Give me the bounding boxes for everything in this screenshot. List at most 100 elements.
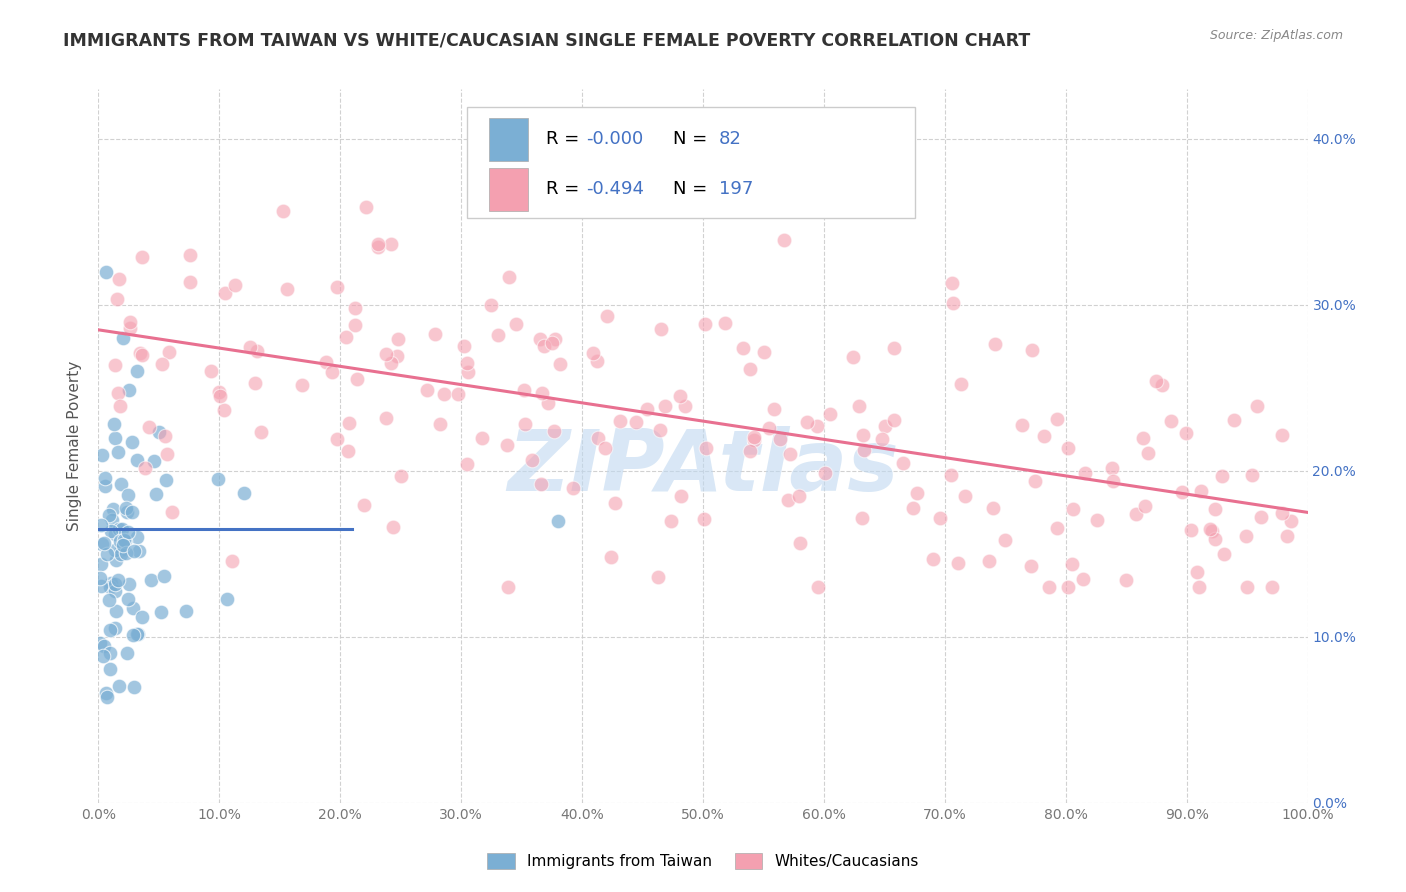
Point [353, 498, 375, 512]
Text: Source: ZipAtlas.com: Source: ZipAtlas.com [1209, 29, 1343, 42]
Point [94, 471, 117, 485]
Point [624, 415, 647, 429]
Point [143, 454, 166, 468]
Point [127, 627, 149, 641]
Point [841, 350, 863, 364]
Point [93, 640, 115, 654]
Point [796, 415, 818, 429]
Point [1062, 557, 1084, 571]
Point [115, 506, 138, 520]
Point [586, 353, 609, 368]
Point [215, 591, 238, 606]
Point [873, 418, 896, 433]
Point [779, 447, 801, 461]
Point [127, 530, 149, 544]
Point [124, 680, 146, 694]
Text: R =: R = [546, 130, 585, 148]
Text: R =: R = [546, 180, 585, 198]
Point [984, 336, 1007, 351]
Point [98, 646, 121, 660]
Point [1046, 521, 1069, 535]
Point [789, 536, 811, 550]
Point [100, 576, 122, 591]
Point [224, 277, 246, 292]
Point [851, 511, 873, 525]
Point [593, 441, 616, 455]
Point [457, 365, 479, 379]
Point [1211, 468, 1233, 483]
Point [89, 635, 111, 649]
Point [367, 240, 389, 254]
Point [648, 423, 671, 437]
Point [1115, 573, 1137, 587]
Point [291, 378, 314, 392]
Point [529, 332, 551, 346]
Point [96, 265, 118, 279]
Point [145, 486, 167, 500]
Point [548, 357, 571, 371]
Point [90, 557, 112, 571]
Point [122, 628, 145, 642]
Point [354, 201, 377, 215]
Point [942, 296, 965, 310]
Point [581, 346, 603, 360]
Point [91, 536, 114, 550]
Point [162, 505, 184, 519]
Text: 82: 82 [718, 130, 741, 148]
Point [806, 419, 828, 434]
Point [105, 292, 128, 306]
Point [600, 549, 623, 564]
Point [762, 402, 785, 417]
Point [117, 524, 139, 539]
Bar [489, 168, 527, 211]
Point [669, 489, 692, 503]
Point [669, 389, 692, 403]
Point [91, 449, 114, 463]
Point [128, 544, 150, 558]
Point [385, 349, 408, 363]
Point [131, 250, 153, 264]
Point [456, 356, 478, 370]
Point [772, 233, 794, 247]
Point [738, 444, 761, 458]
Point [787, 489, 810, 503]
Point [138, 420, 160, 434]
Point [326, 280, 349, 294]
Point [104, 358, 127, 372]
Point [848, 399, 870, 413]
Point [107, 386, 129, 401]
Point [380, 356, 402, 370]
Point [148, 425, 170, 439]
Point [212, 402, 235, 417]
Point [90, 579, 112, 593]
Point [486, 327, 509, 342]
Point [605, 496, 627, 510]
Point [1223, 413, 1246, 427]
Point [1204, 502, 1226, 516]
Point [1246, 399, 1268, 413]
Point [1213, 547, 1236, 561]
Point [513, 383, 536, 397]
Point [104, 577, 127, 591]
Point [531, 386, 554, 401]
Point [537, 396, 560, 410]
Point [752, 344, 775, 359]
Point [321, 365, 343, 379]
Point [1011, 418, 1033, 433]
Text: -0.000: -0.000 [586, 130, 643, 148]
Point [695, 318, 717, 332]
Point [155, 473, 177, 487]
Point [134, 461, 156, 475]
Point [174, 604, 197, 618]
Point [232, 486, 254, 500]
Point [981, 501, 1004, 516]
Point [543, 424, 565, 438]
Point [343, 301, 366, 315]
Point [98, 662, 121, 676]
Point [953, 489, 976, 503]
Point [93, 479, 115, 493]
Point [941, 467, 963, 482]
Point [586, 431, 609, 445]
Point [110, 547, 132, 561]
Point [1033, 429, 1056, 443]
